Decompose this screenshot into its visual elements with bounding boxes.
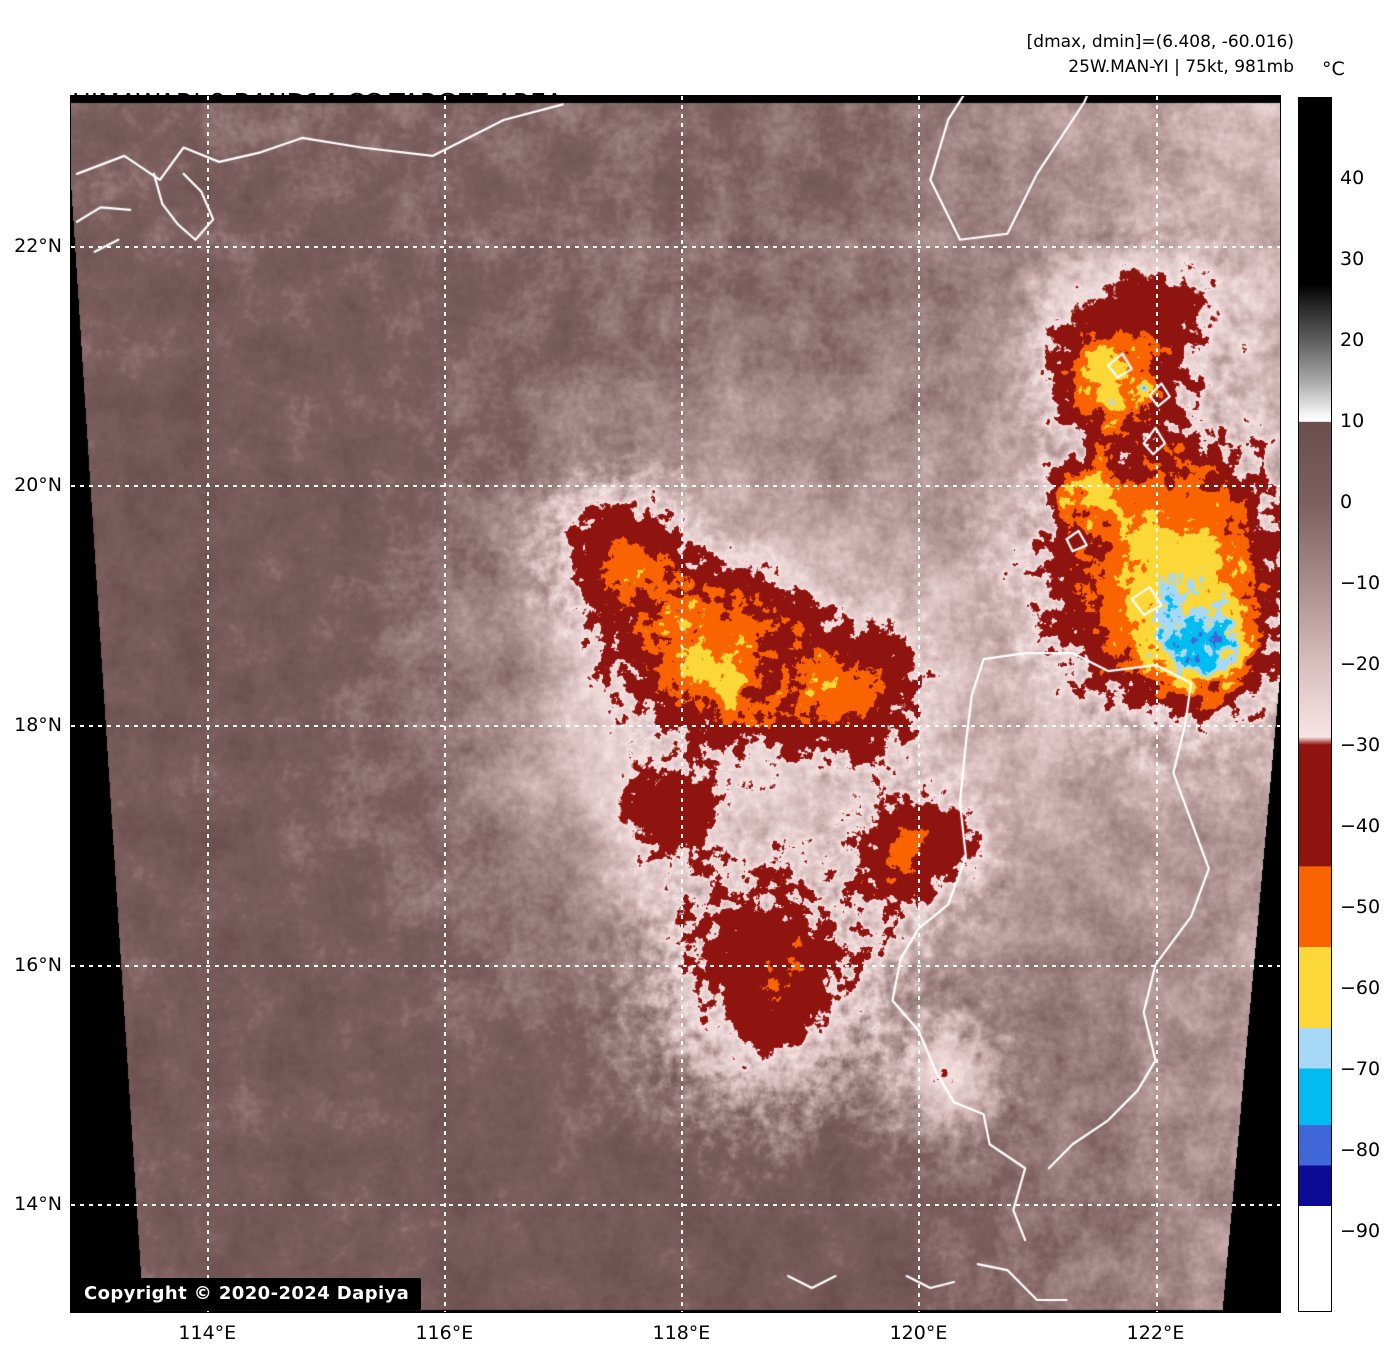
colorbar-unit-label: °C bbox=[1322, 58, 1345, 80]
colorbar-tick-8: −40 bbox=[1340, 815, 1381, 837]
lat-label-4: 14°N bbox=[14, 1193, 62, 1216]
colorbar-tick-10: −60 bbox=[1340, 977, 1381, 999]
dmax-dmin-readout: [dmax, dmin]=(6.408, -60.016) bbox=[1026, 32, 1294, 52]
colorbar-tick-12: −80 bbox=[1340, 1139, 1381, 1161]
lat-label-2: 18°N bbox=[14, 713, 62, 736]
colorbar-tick-0: 40 bbox=[1340, 167, 1365, 189]
lon-label-4: 122°E bbox=[1126, 1322, 1185, 1344]
colorbar-tick-13: −90 bbox=[1340, 1220, 1381, 1242]
lon-label-0: 114°E bbox=[178, 1322, 237, 1344]
colorbar-gradient bbox=[1298, 97, 1332, 1312]
colorbar-tick-4: 0 bbox=[1340, 491, 1353, 513]
lat-label-1: 20°N bbox=[14, 474, 62, 497]
colorbar-tick-3: 10 bbox=[1340, 410, 1365, 432]
satellite-image-plot bbox=[70, 95, 1281, 1313]
colorbar-tick-11: −70 bbox=[1340, 1058, 1381, 1080]
satellite-imagery-canvas bbox=[71, 96, 1280, 1312]
metadata-block: [dmax, dmin]=(6.408, -60.016) 25W.MAN-YI… bbox=[1027, 30, 1294, 80]
temperature-colorbar bbox=[1298, 97, 1332, 1312]
colorbar-tick-7: −30 bbox=[1340, 734, 1381, 756]
lat-label-3: 16°N bbox=[14, 953, 62, 976]
colorbar-tick-5: −10 bbox=[1340, 572, 1381, 594]
colorbar-tick-6: −20 bbox=[1340, 653, 1381, 675]
copyright-notice: Copyright © 2020-2024 Dapiya bbox=[72, 1278, 422, 1310]
lon-label-3: 120°E bbox=[889, 1322, 948, 1344]
colorbar-tick-2: 20 bbox=[1340, 329, 1365, 351]
lon-label-1: 116°E bbox=[415, 1322, 474, 1344]
storm-intensity-readout: 25W.MAN-YI | 75kt, 981mb bbox=[1068, 57, 1294, 77]
lon-label-2: 118°E bbox=[652, 1322, 711, 1344]
colorbar-tick-9: −50 bbox=[1340, 896, 1381, 918]
colorbar-tick-1: 30 bbox=[1340, 248, 1365, 270]
lat-label-0: 22°N bbox=[14, 234, 62, 257]
